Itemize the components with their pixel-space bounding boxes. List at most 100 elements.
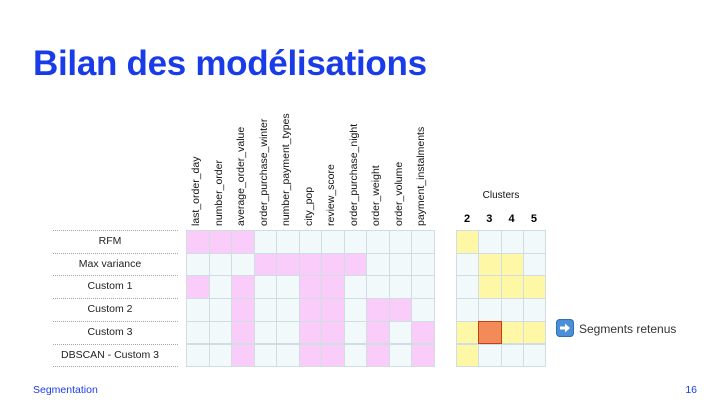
feature-cell — [208, 320, 232, 345]
feature-cell-selected — [298, 343, 322, 368]
cluster-cell — [522, 230, 547, 254]
feature-cell — [411, 230, 435, 254]
page-number: 16 — [685, 384, 697, 396]
column-label-order-purchase-winter: order_purchase_winter — [257, 118, 270, 226]
cluster-number: 5 — [530, 213, 537, 225]
feature-cell — [411, 252, 435, 277]
cluster-cell-selected — [456, 320, 480, 345]
feature-cell — [253, 343, 277, 368]
cluster-cell — [456, 275, 480, 300]
feature-cell — [208, 252, 232, 277]
cluster-cell — [500, 343, 524, 368]
cluster-cell-selected — [500, 252, 524, 277]
row-separator — [53, 343, 178, 345]
cluster-cell-selected — [456, 230, 480, 254]
feature-cell — [343, 275, 367, 300]
footer-section-label: Segmentation — [33, 384, 98, 396]
feature-cell — [253, 298, 277, 322]
feature-cell-selected — [366, 320, 390, 345]
column-label-review-score: review_score — [325, 164, 337, 226]
cluster-cell-selected — [522, 320, 547, 345]
feature-cell — [231, 252, 255, 277]
cluster-cell — [500, 298, 524, 322]
feature-cell-selected — [186, 230, 210, 254]
row-label: DBSCAN - Custom 3 — [60, 348, 160, 361]
cluster-cell-selected — [478, 252, 502, 277]
column-label-order-volume: order_volume — [392, 161, 405, 226]
feature-cell-selected — [411, 343, 435, 368]
feature-cell-selected — [186, 275, 210, 300]
feature-cell — [366, 252, 390, 277]
right-arrow-icon — [556, 319, 574, 337]
cluster-cell — [456, 252, 480, 277]
feature-cell — [366, 230, 390, 254]
feature-cell-selected — [298, 320, 322, 345]
row-label: Max variance — [78, 257, 142, 270]
column-label-order-weight: order_weight — [370, 165, 382, 226]
feature-cell-selected — [411, 320, 435, 345]
feature-cell — [343, 343, 367, 368]
page-title: Bilan des modélisations — [33, 44, 427, 83]
feature-cell-selected — [231, 275, 255, 300]
clusters-title: Clusters — [482, 190, 520, 201]
feature-cell-selected — [366, 343, 390, 368]
feature-cell — [388, 275, 412, 300]
cluster-cell-selected — [456, 343, 480, 368]
row-label: Custom 1 — [87, 280, 133, 293]
cluster-number: 3 — [486, 213, 493, 225]
row-label: RFM — [98, 235, 122, 247]
cluster-cell-selected — [478, 275, 502, 300]
feature-cell — [276, 230, 300, 254]
feature-cell — [388, 343, 412, 368]
feature-cell-selected — [231, 230, 255, 254]
feature-cell-selected — [231, 343, 255, 368]
feature-cell — [388, 252, 412, 277]
feature-cell-selected — [343, 252, 367, 277]
cluster-cell-selected — [500, 275, 524, 300]
cluster-cell — [478, 230, 502, 254]
feature-cell — [253, 275, 277, 300]
cluster-cell — [500, 230, 524, 254]
feature-cell — [411, 275, 435, 300]
feature-cell-selected — [321, 252, 345, 277]
feature-cell — [343, 320, 367, 345]
feature-cell — [186, 252, 210, 277]
feature-cell-selected — [298, 275, 322, 300]
feature-cell — [253, 320, 277, 345]
column-label-number-order: number_order — [212, 160, 225, 226]
feature-cell-selected — [298, 252, 322, 277]
cluster-cell — [522, 298, 547, 322]
feature-cell — [343, 298, 367, 322]
feature-cell-selected — [253, 252, 277, 277]
feature-cell — [208, 298, 232, 322]
feature-cell — [276, 343, 300, 368]
row-separator — [53, 252, 178, 254]
feature-cell-selected — [388, 298, 412, 322]
cluster-cell — [522, 343, 547, 368]
feature-cell-selected — [321, 343, 345, 368]
row-separator — [53, 366, 178, 368]
feature-cell — [343, 230, 367, 254]
cluster-cell — [478, 343, 502, 368]
feature-cell-selected — [208, 230, 232, 254]
feature-cell — [366, 275, 390, 300]
feature-cell — [411, 298, 435, 322]
feature-cell — [186, 298, 210, 322]
feature-cell — [208, 343, 232, 368]
feature-cell — [298, 230, 322, 254]
column-label-average-order-value: average_order_value — [235, 126, 247, 226]
feature-cell-selected — [366, 298, 390, 322]
feature-cell — [276, 275, 300, 300]
feature-cell-selected — [231, 320, 255, 345]
column-label-payment-instalments: payment_instalments — [415, 126, 427, 226]
feature-cell-selected — [231, 298, 255, 322]
column-label-last-order-day: last_order_day — [190, 156, 202, 226]
cluster-number: 2 — [463, 213, 471, 225]
feature-cell — [276, 320, 300, 345]
row-separator — [53, 298, 178, 300]
feature-cell-selected — [276, 252, 300, 277]
feature-cell-selected — [321, 320, 345, 345]
cluster-cell — [522, 252, 547, 277]
feature-cell — [253, 230, 277, 254]
row-label: Custom 3 — [87, 325, 133, 338]
